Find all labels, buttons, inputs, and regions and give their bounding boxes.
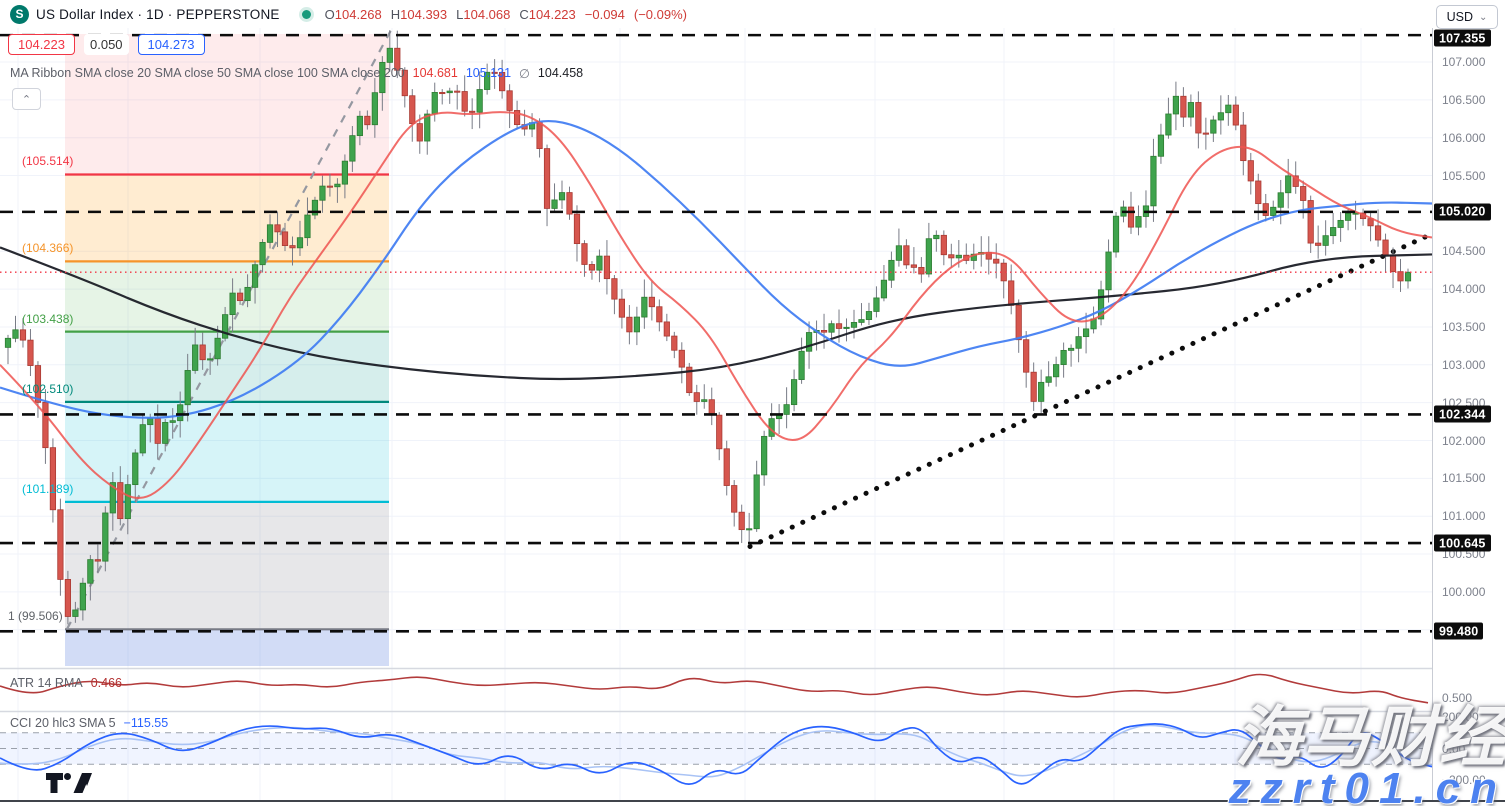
buy-price-button[interactable]: 104.273 [137, 34, 205, 55]
price-tick: 101.000 [1442, 509, 1486, 524]
atr-value: 0.466 [90, 676, 122, 690]
cci-tick: 0.00 [1442, 741, 1466, 756]
cci-label: CCI 20 hlc3 SMA 5 [10, 716, 116, 730]
price-tick: 103.000 [1442, 357, 1486, 372]
ma-lines [0, 111, 1433, 499]
fib-impulse-dashed[interactable] [66, 29, 392, 630]
chevron-up-icon: ⌃ [21, 93, 32, 106]
atr-pane [0, 673, 1429, 704]
fib-zone [65, 33, 389, 175]
ohlc-values: O104.268 H104.393 L104.068 C104.223 −0.0… [325, 7, 687, 22]
spread-value: 0.050 [84, 34, 129, 55]
bid-ask-row: 104.223 0.050 104.273 [8, 34, 205, 55]
sma100-value: ∅ [519, 67, 530, 81]
sma20-line[interactable] [0, 111, 1433, 499]
price-badge: 105.020 [1434, 203, 1491, 221]
price-tick: 103.500 [1442, 319, 1486, 334]
low-label: L [456, 6, 464, 22]
low-value: 104.068 [463, 6, 511, 22]
symbol-title[interactable]: US Dollar Index · 1D · PEPPERSTONE [36, 6, 280, 22]
symbol-logo-icon[interactable]: S [10, 4, 29, 24]
fib-zone [65, 501, 389, 630]
cci-line [0, 723, 1433, 785]
price-badge: 100.645 [1434, 534, 1491, 552]
atr-label: ATR 14 RMA [10, 676, 83, 690]
ma-ribbon-label: MA Ribbon SMA close 20 SMA close 50 SMA … [10, 66, 405, 80]
price-badge: 102.344 [1434, 405, 1491, 423]
cci-legend[interactable]: CCI 20 hlc3 SMA 5 −115.55 [10, 716, 168, 730]
fib-level-label: 1 (99.506) [8, 609, 63, 624]
currency-dropdown[interactable]: USD ⌄ [1436, 5, 1498, 29]
price-tick: 104.500 [1442, 244, 1486, 259]
price-tick: 102.000 [1442, 433, 1486, 448]
cci-tick: 200.00 [1442, 710, 1479, 724]
close-value: 104.223 [528, 6, 576, 22]
pane-separators [0, 667, 1505, 713]
sell-price-button[interactable]: 104.223 [8, 34, 75, 55]
sma50-line[interactable] [0, 119, 1433, 419]
symbol-toolbar: S US Dollar Index · 1D · PEPPERSTONE O10… [0, 0, 1442, 28]
price-tick: 106.000 [1442, 130, 1486, 145]
fib-level-label: (105.514) [22, 154, 74, 169]
price-badge: 99.480 [1434, 622, 1484, 640]
candlestick-series [4, 30, 1412, 625]
fib-zones [65, 33, 389, 666]
price-scale[interactable]: 107.000 106.500 106.000 105.500 104.500 104.0… [1432, 0, 1505, 801]
atr-line [0, 673, 1429, 704]
price-tick: 106.500 [1442, 92, 1486, 107]
price-tick: 101.500 [1442, 471, 1486, 486]
sma200-line[interactable] [0, 246, 1433, 381]
ma-ribbon-legend[interactable]: MA Ribbon SMA close 20 SMA close 50 SMA … [10, 66, 583, 81]
price-tick: 104.000 [1442, 282, 1486, 297]
fib-zone [65, 629, 389, 666]
fib-zone [65, 174, 389, 262]
support-dotted[interactable] [747, 229, 1440, 549]
cci-value: −115.55 [123, 716, 169, 730]
currency-label: USD [1446, 10, 1473, 24]
grid-layer [0, 28, 1432, 800]
market-status-icon[interactable] [301, 9, 311, 19]
price-badge: 107.355 [1434, 29, 1491, 47]
open-value: 104.268 [334, 6, 382, 22]
fib-level-label: (102.510) [22, 381, 74, 396]
chevron-down-icon: ⌄ [1479, 11, 1488, 23]
price-tick: 100.000 [1442, 584, 1486, 599]
high-label: H [390, 6, 401, 22]
high-value: 104.393 [400, 6, 448, 22]
collapse-legend-button[interactable]: ⌃ [12, 88, 41, 110]
trendlines[interactable] [66, 29, 1440, 630]
price-tick: 107.000 [1442, 55, 1486, 69]
atr-legend[interactable]: ATR 14 RMA 0.466 [10, 676, 122, 690]
bottom-border [0, 800, 1505, 802]
atr-tick: 0.500 [1442, 691, 1473, 705]
tradingview-logo-icon[interactable] [45, 771, 93, 795]
price-tick: 105.500 [1442, 168, 1486, 183]
close-label: C [519, 6, 529, 22]
open-label: O [324, 6, 335, 22]
fib-zone [65, 331, 389, 402]
sma50-value: 105.131 [465, 66, 512, 80]
fib-level-label: (101.189) [22, 481, 74, 496]
fib-level-label: (103.438) [22, 311, 74, 326]
sr-dashed-lines[interactable] [0, 33, 1432, 633]
cci-tick: −200.00 [1442, 773, 1486, 787]
change-value: −0.094 [584, 6, 625, 22]
cci-pane [0, 723, 1433, 785]
fib-level-label: (104.366) [22, 241, 74, 256]
change-percent: (−0.09%) [633, 6, 688, 22]
sma20-value: 104.681 [412, 66, 458, 80]
sma200-value: 104.458 [537, 66, 584, 80]
